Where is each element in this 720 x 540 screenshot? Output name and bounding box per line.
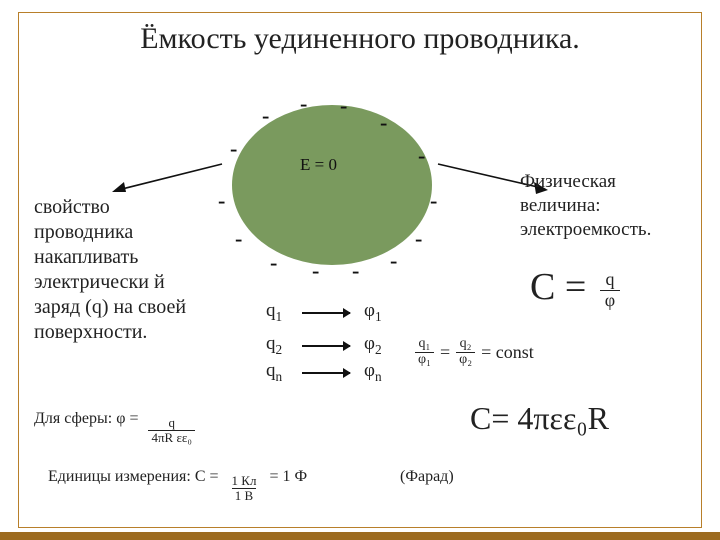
minus-sign: -: [415, 228, 422, 250]
phi-label: φ1: [364, 300, 382, 325]
units-frac-num: 1 Кл: [229, 474, 260, 488]
maps-to-arrow: [302, 345, 350, 347]
c-lhs: C =: [530, 266, 586, 308]
arrow-to-left-text: [112, 162, 222, 192]
units-fraction: 1 Кл 1 В: [229, 474, 260, 502]
quantity-text: Физическая величина: электроемкость.: [520, 170, 695, 241]
maps-to-arrow: [302, 372, 350, 374]
sphere-frac-num: q: [165, 416, 178, 430]
farad-label: (Фарад): [400, 468, 454, 486]
minus-sign: -: [270, 252, 277, 274]
maps-to-arrow: [302, 312, 350, 314]
constant-ratio-equation: q₁ φ₁ = q₂ φ₂ = const: [415, 337, 534, 367]
minus-sign: -: [218, 190, 225, 212]
phi-label: φn: [364, 360, 382, 385]
minus-sign: -: [390, 250, 397, 272]
c-frac-den: φ: [600, 290, 620, 311]
ratio-1-num: q₁: [416, 337, 434, 352]
q-label: qn: [266, 360, 282, 385]
bottom-accent-bar: [0, 532, 720, 540]
minus-sign: -: [418, 145, 425, 167]
sphere-label-text: Для сферы: φ =: [34, 410, 138, 427]
minus-sign: -: [430, 190, 437, 212]
minus-sign: -: [235, 228, 242, 250]
units-label-text: Единицы измерения: C =: [48, 468, 219, 485]
units-formula: Единицы измерения: C = 1 Кл 1 В = 1 Ф: [48, 468, 307, 502]
capacitance-definition: C = q φ: [530, 265, 620, 311]
sphere-frac-den: 4πR εε₀: [148, 430, 194, 445]
ratio-2-den: φ₂: [456, 352, 475, 368]
ratio-frac-2: q₂ φ₂: [456, 337, 475, 367]
minus-sign: -: [262, 105, 269, 127]
ratio-eq-1: =: [440, 342, 450, 363]
minus-sign: -: [300, 93, 307, 115]
sphere-capacitance-formula: C= 4πεε₀R: [470, 400, 609, 437]
ratio-frac-1: q₁ φ₁: [415, 337, 434, 367]
minus-sign: -: [380, 112, 387, 134]
minus-sign: -: [340, 95, 347, 117]
c-fraction: q φ: [600, 270, 620, 311]
sphere-potential-formula: Для сферы: φ = q 4πR εε₀: [34, 410, 195, 444]
q-label: q2: [266, 333, 282, 358]
q-label: q1: [266, 300, 282, 325]
conductor-ellipse: [232, 105, 432, 265]
minus-sign: -: [352, 260, 359, 282]
ratio-tail: = const: [481, 342, 534, 363]
phi-label: φ2: [364, 333, 382, 358]
ratio-2-num: q₂: [457, 337, 475, 352]
ratio-1-den: φ₁: [415, 352, 434, 368]
units-eq2: = 1 Ф: [269, 468, 307, 485]
slide-title: Ёмкость уединенного проводника.: [0, 22, 720, 56]
property-text: свойство проводника накапливать электрич…: [34, 195, 214, 345]
minus-sign: -: [312, 260, 319, 282]
units-frac-den: 1 В: [232, 488, 256, 503]
field-zero-label: E = 0: [300, 155, 337, 175]
minus-sign: -: [230, 138, 237, 160]
sphere-fraction: q 4πR εε₀: [148, 416, 194, 444]
c-frac-num: q: [600, 270, 619, 290]
